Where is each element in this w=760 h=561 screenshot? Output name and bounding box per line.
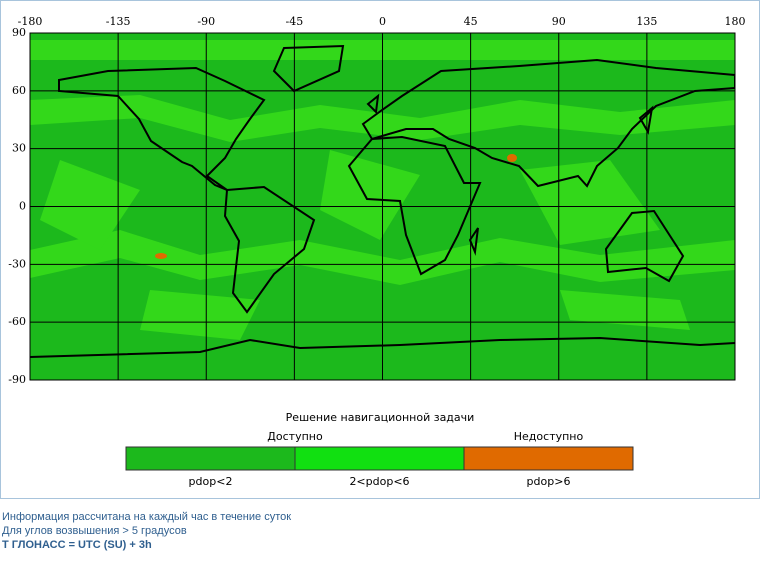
footer-line: Для углов возвышения > 5 градусов [2,525,187,537]
legend: Решение навигационной задачи pdop<2 2<pdop… [125,411,634,488]
legend-label: 2<pdop<6 [349,475,409,488]
coastlines [30,44,735,358]
legend-title: Решение навигационной задачи [286,411,475,424]
y-tick-label: 30 [12,142,26,155]
y-tick-label: -90 [8,373,26,386]
y-tick-label: 90 [12,26,26,39]
y-tick-label: -60 [8,315,26,328]
x-tick-label: -45 [286,15,304,28]
x-tick-label: 180 [725,15,746,28]
x-tick-label: 135 [636,15,657,28]
grid: -180 -135 -90 -45 0 45 90 135 180 90 60 30 0 -30 -60 -9… [8,15,745,386]
unavailable-spots [155,154,517,259]
legend-swatch [125,446,296,471]
x-tick-label: 0 [379,15,386,28]
x-tick-label: -180 [18,15,43,28]
legend-swatch [463,446,634,471]
y-tick-label: -30 [8,257,26,270]
footer-line: Т ГЛОНАСС = UTC (SU) + 3h [2,539,152,551]
map-panel: -180 -135 -90 -45 0 45 90 135 180 90 60 30 0 -30 -60 -9… [8,15,745,488]
legend-group: Недоступно [514,430,584,443]
legend-swatch [294,446,465,471]
legend-label: pdop<2 [189,475,233,488]
y-tick-label: 60 [12,84,26,97]
footer-line: Информация рассчитана на каждый час в те… [2,511,292,523]
x-tick-label: 90 [552,15,566,28]
legend-group: Доступно [267,430,323,443]
map-border [29,32,736,381]
x-tick-label: -90 [197,15,215,28]
x-tick-label: -135 [106,15,131,28]
x-tick-label: 45 [464,15,478,28]
legend-label: pdop>6 [527,475,571,488]
y-tick-label: 0 [19,200,26,213]
